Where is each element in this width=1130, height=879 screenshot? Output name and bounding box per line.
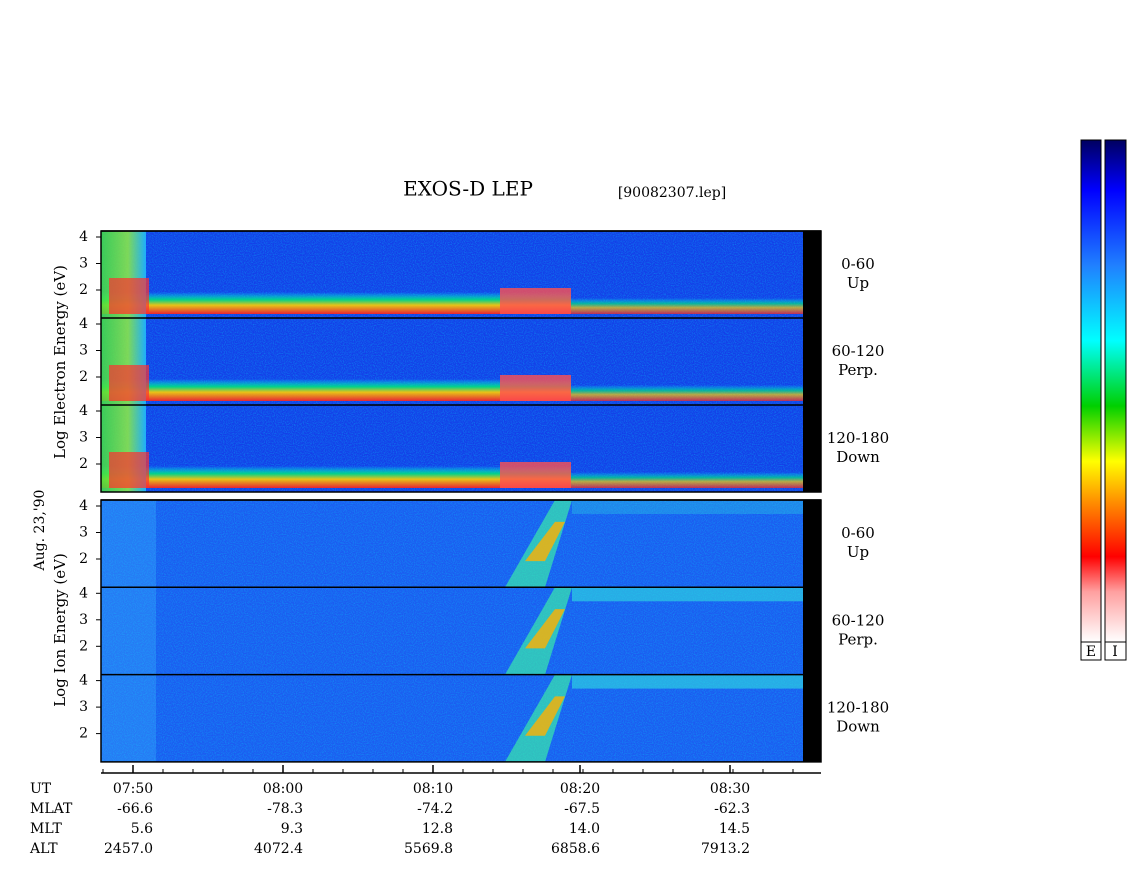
ion-band	[572, 674, 803, 689]
ephemeris-value: 7913.2	[701, 841, 750, 857]
title: EXOS-D LEP	[403, 177, 533, 201]
low-energy-band	[101, 292, 571, 314]
pitch-angle-range: 120-180	[827, 699, 889, 717]
y-tick-label: 4	[79, 673, 88, 689]
y-tick-label: 4	[79, 403, 88, 419]
ephemeris-value: 14.5	[719, 821, 750, 837]
ephemeris-value: 12.8	[422, 821, 453, 837]
date-label: Aug. 23,'90	[32, 490, 48, 572]
ion-dispersion	[525, 696, 565, 736]
ephemeris-name: MLAT	[30, 801, 73, 817]
pitch-direction: Up	[847, 274, 869, 292]
pitch-direction: Perp.	[838, 361, 878, 379]
ion-band	[572, 500, 803, 514]
colorbar-label-box	[1080, 641, 1102, 661]
ephemeris-value: 2457.0	[104, 841, 153, 857]
enhancement	[109, 278, 149, 314]
low-energy-band	[571, 472, 803, 488]
y-tick-label: 2	[79, 282, 88, 298]
ephemeris-value: 6858.6	[551, 841, 600, 857]
ephemeris-value: 5.6	[131, 821, 153, 837]
pitch-angle-range: 60-120	[832, 342, 885, 360]
colorbar-label: E	[1086, 644, 1096, 660]
ion-left	[101, 500, 156, 588]
ephemeris-value: 14.0	[569, 821, 600, 837]
low-energy-band	[571, 298, 803, 314]
electron-axis-label: Log Electron Energy (eV)	[51, 265, 69, 459]
data-gap	[803, 405, 821, 492]
pitch-angle-range: 0-60	[841, 255, 875, 273]
colorbar-i	[1104, 139, 1127, 643]
time-label: 07:50	[113, 781, 153, 797]
y-tick-label: 4	[79, 498, 88, 514]
spectrogram-texture	[101, 500, 803, 588]
time-axis-name: UT	[30, 781, 52, 797]
time-label: 08:30	[710, 781, 750, 797]
pitch-angle-range: 60-120	[832, 611, 885, 629]
spectrogram-texture	[101, 674, 803, 762]
y-tick-label: 4	[79, 316, 88, 332]
colorbar-e	[1080, 139, 1102, 643]
y-tick-label: 3	[79, 612, 88, 628]
pitch-direction: Perp.	[838, 630, 878, 648]
ephemeris-value: -78.3	[267, 801, 303, 817]
enhancement	[500, 375, 571, 401]
ion-axis-label: Log Ion Energy (eV)	[51, 553, 69, 707]
y-tick-label: 2	[79, 726, 88, 742]
enhancement	[500, 462, 571, 488]
data-gap	[803, 674, 821, 762]
time-label: 08:00	[263, 781, 303, 797]
data-gap	[803, 318, 821, 405]
low-energy-band	[101, 466, 571, 488]
low-energy-band	[571, 385, 803, 401]
ephemeris-value: -62.3	[714, 801, 750, 817]
y-tick-label: 2	[79, 638, 88, 654]
data-gap	[803, 231, 821, 318]
ion-left	[101, 587, 156, 675]
low-energy-band	[101, 379, 571, 401]
colorbar-label-box	[1104, 641, 1127, 661]
block-frame	[100, 499, 822, 763]
enhancement	[109, 365, 149, 401]
ephemeris-name: MLT	[30, 821, 62, 837]
pitch-angle-range: 0-60	[841, 524, 875, 542]
data-gap	[803, 500, 821, 588]
file-name: [90082307.lep]	[618, 185, 726, 201]
spectrogram-texture	[101, 587, 803, 675]
ephemeris-value: 5569.8	[404, 841, 453, 857]
ephemeris-name: ALT	[29, 841, 58, 857]
time-label: 08:10	[413, 781, 453, 797]
ion-band	[572, 587, 803, 602]
y-tick-label: 3	[79, 525, 88, 541]
block-frame	[100, 230, 822, 493]
time-label: 08:20	[560, 781, 600, 797]
y-tick-label: 2	[79, 551, 88, 567]
enhancement	[500, 288, 571, 314]
pitch-direction: Down	[836, 448, 880, 466]
y-tick-label: 4	[79, 585, 88, 601]
ion-left	[101, 674, 156, 762]
y-tick-label: 2	[79, 456, 88, 472]
ephemeris-value: -74.2	[417, 801, 453, 817]
pitch-direction: Up	[847, 543, 869, 561]
ion-dispersion	[525, 609, 565, 649]
y-tick-label: 4	[79, 229, 88, 245]
enhancement	[109, 452, 149, 488]
pitch-direction: Down	[836, 718, 880, 736]
ephemeris-value: 4072.4	[254, 841, 303, 857]
y-tick-label: 3	[79, 343, 88, 359]
colorbar-label: I	[1112, 644, 1118, 660]
ephemeris-value: -66.6	[117, 801, 153, 817]
y-tick-label: 3	[79, 699, 88, 715]
pitch-angle-range: 120-180	[827, 429, 889, 447]
data-gap	[803, 587, 821, 675]
ion-dispersion	[525, 521, 565, 562]
y-tick-label: 3	[79, 256, 88, 272]
y-tick-label: 2	[79, 369, 88, 385]
ephemeris-value: 9.3	[281, 821, 303, 837]
ephemeris-value: -67.5	[564, 801, 600, 817]
y-tick-label: 3	[79, 430, 88, 446]
